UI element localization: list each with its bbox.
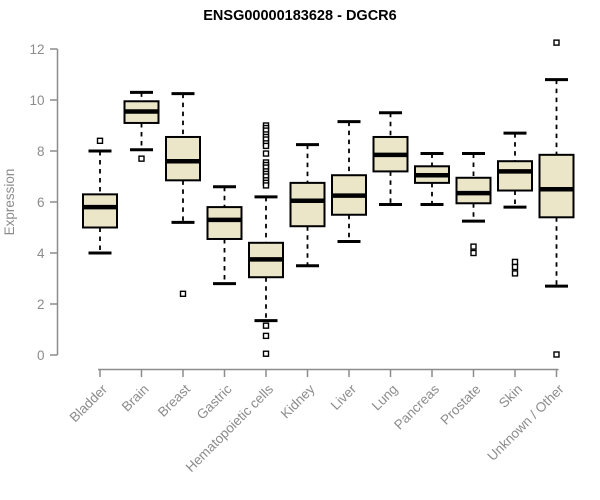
box-group-kidney — [289, 143, 326, 268]
outlier-point — [262, 182, 270, 189]
outlier-point — [511, 258, 519, 266]
x-tick-label: Liver — [328, 381, 360, 413]
iqr-box — [289, 181, 326, 228]
x-tick-label: Skin — [496, 382, 525, 411]
y-tick-label: 10 — [29, 93, 44, 108]
outlier-point — [262, 332, 270, 340]
outlier-point — [262, 142, 270, 150]
box-group-unknown-other — [538, 39, 575, 358]
box-group-brain — [123, 90, 160, 162]
y-tick-label: 6 — [37, 195, 45, 210]
outlier-point — [262, 150, 270, 157]
outlier-point — [262, 322, 270, 329]
box-series — [82, 39, 575, 358]
y-tick-label: 8 — [37, 144, 45, 159]
y-axis-title: Expression — [2, 169, 17, 236]
iqr-box — [497, 160, 533, 192]
iqr-box — [538, 153, 575, 219]
outlier-point — [511, 263, 519, 271]
outlier-point — [96, 137, 104, 145]
y-tick-label: 12 — [29, 42, 44, 57]
outlier-point — [470, 249, 477, 257]
x-tick-label: Breast — [155, 381, 193, 419]
outlier-point — [553, 39, 560, 46]
iqr-box — [455, 176, 492, 205]
outlier-point — [179, 290, 187, 297]
outlier-point — [262, 350, 270, 357]
x-tick-label: Gastric — [194, 381, 235, 422]
outlier-point — [553, 351, 560, 358]
box-group-hematopoietic-cells — [248, 122, 284, 357]
outlier-point — [470, 243, 477, 250]
box-group-pancreas — [414, 152, 450, 207]
box-group-prostate — [455, 152, 492, 257]
x-tick-label: Brain — [119, 382, 152, 415]
box-group-lung — [372, 111, 409, 207]
box-group-breast — [165, 92, 201, 297]
iqr-box — [206, 206, 243, 240]
outlier-point — [138, 155, 145, 162]
box-group-gastric — [206, 185, 243, 286]
box-group-skin — [497, 131, 533, 277]
x-tick-label: Prostate — [437, 382, 483, 428]
box-group-liver — [331, 120, 367, 244]
box-group-bladder — [82, 137, 118, 255]
x-tick-label: Kidney — [278, 381, 318, 421]
x-tick-label: Unknown / Other — [484, 381, 567, 464]
iqr-box — [82, 193, 118, 229]
y-tick-label: 4 — [37, 246, 45, 261]
x-tick-label: Lung — [369, 382, 401, 414]
iqr-box — [165, 135, 201, 182]
outlier-point — [511, 270, 519, 277]
y-tick-label: 2 — [37, 297, 45, 312]
y-tick-label: 0 — [37, 348, 45, 363]
x-tick-label: Pancreas — [391, 381, 442, 432]
x-tick-label: Bladder — [67, 381, 111, 425]
chart-title: ENSG00000183628 - DGCR6 — [203, 8, 396, 24]
